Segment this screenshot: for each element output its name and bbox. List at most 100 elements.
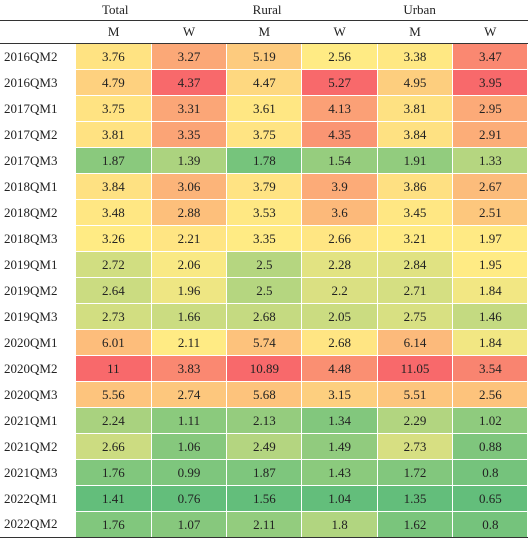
- table-row: 2019QM1 2.72 2.06 2.5 2.28 2.84 1.95: [0, 251, 529, 278]
- heat-cell: 10.89: [226, 355, 303, 382]
- heat-cell: 0.88: [452, 433, 529, 460]
- heat-cell: 2.49: [226, 433, 303, 460]
- row-label: 2016QM2: [0, 43, 76, 70]
- heat-cell: 3.81: [76, 121, 152, 148]
- heat-cell: 1.56: [226, 485, 303, 512]
- heat-cell: 1.76: [76, 511, 152, 538]
- heat-cell: 3.6: [301, 199, 378, 226]
- heat-cell: 1.35: [377, 485, 454, 512]
- table-row: 2018QM3 3.26 2.21 3.35 2.66 3.21 1.97: [0, 225, 529, 252]
- heat-cell: 2.24: [76, 407, 152, 434]
- heat-cell: 3.47: [452, 43, 529, 70]
- heat-cell: 1.11: [151, 407, 228, 434]
- table-row: 2022QM1 1.41 0.76 1.56 1.04 1.35 0.65: [0, 485, 529, 512]
- table-header: Total Rural Urban M W M W M W: [0, 0, 528, 44]
- heat-cell: 3.27: [151, 43, 228, 70]
- group-header-rural: Rural: [226, 0, 378, 21]
- heat-cell: 4.47: [226, 69, 303, 96]
- row-label: 2019QM2: [0, 277, 76, 304]
- heat-cell: 2.56: [452, 381, 529, 408]
- heat-cell: 3.15: [301, 381, 378, 408]
- table-row: 2020QM1 6.01 2.11 5.74 2.68 6.14 1.84: [0, 329, 529, 356]
- subheader-total-w: W: [151, 20, 227, 44]
- heat-cell: 4.35: [301, 121, 378, 148]
- row-label: 2019QM3: [0, 303, 76, 330]
- heat-cell: 1.04: [301, 485, 378, 512]
- heat-cell: 2.13: [226, 407, 303, 434]
- heat-cell: 2.28: [301, 251, 378, 278]
- heat-cell: 2.51: [452, 199, 529, 226]
- heat-cell: 2.05: [301, 303, 378, 330]
- row-label: 2021QM1: [0, 407, 76, 434]
- table-row: 2019QM2 2.64 1.96 2.5 2.2 2.71 1.84: [0, 277, 529, 304]
- heat-cell: 2.11: [226, 511, 303, 538]
- group-header-urban: Urban: [377, 0, 528, 21]
- heat-cell: 3.9: [301, 173, 378, 200]
- row-label: 2022QM1: [0, 485, 76, 512]
- row-label: 2017QM3: [0, 147, 76, 174]
- heat-cell: 5.19: [226, 43, 303, 70]
- heat-cell: 2.88: [151, 199, 228, 226]
- heat-cell: 1.33: [452, 147, 529, 174]
- heat-cell: 1.49: [301, 433, 378, 460]
- table-row: 2021QM3 1.76 0.99 1.87 1.43 1.72 0.8: [0, 459, 529, 486]
- heat-cell: 3.75: [226, 121, 303, 148]
- heat-cell: 2.29: [377, 407, 454, 434]
- table-row: 2018QM1 3.84 3.06 3.79 3.9 3.86 2.67: [0, 173, 529, 200]
- row-label: 2021QM2: [0, 433, 76, 460]
- subheader-total-m: M: [76, 20, 152, 44]
- heat-cell: 5.68: [226, 381, 303, 408]
- heat-cell: 1.02: [452, 407, 529, 434]
- heat-cell: 1.41: [76, 485, 152, 512]
- heat-cell: 1.39: [151, 147, 228, 174]
- heat-cell: 11: [76, 355, 152, 382]
- subheader-urban-m: M: [377, 20, 453, 44]
- heat-cell: 3.79: [226, 173, 303, 200]
- heat-cell: 1.07: [151, 511, 228, 538]
- heat-cell: 1.62: [377, 511, 454, 538]
- heat-cell: 1.54: [301, 147, 378, 174]
- heat-cell: 2.64: [76, 277, 152, 304]
- heat-cell: 2.68: [301, 329, 378, 356]
- heat-cell: 5.27: [301, 69, 378, 96]
- subheader-row: M W M W M W: [0, 20, 528, 44]
- heat-cell: 1.84: [452, 277, 529, 304]
- heat-cell: 2.11: [151, 329, 228, 356]
- heat-cell: 1.72: [377, 459, 454, 486]
- row-label: 2022QM2: [0, 511, 76, 538]
- heat-cell: 2.84: [377, 251, 454, 278]
- table-row: 2021QM1 2.24 1.11 2.13 1.34 2.29 1.02: [0, 407, 529, 434]
- row-label: 2018QM3: [0, 225, 76, 252]
- heat-cell: 1.8: [301, 511, 378, 538]
- heat-cell: 0.8: [452, 511, 529, 538]
- table-row: 2019QM3 2.73 1.66 2.68 2.05 2.75 1.46: [0, 303, 529, 330]
- subheader-urban-w: W: [452, 20, 528, 44]
- heat-cell: 2.2: [301, 277, 378, 304]
- heat-cell: 3.84: [76, 173, 152, 200]
- table-row: 2017QM3 1.87 1.39 1.78 1.54 1.91 1.33: [0, 147, 529, 174]
- row-label: 2017QM2: [0, 121, 76, 148]
- table-row: 2016QM2 3.76 3.27 5.19 2.56 3.38 3.47: [0, 43, 529, 70]
- heat-cell: 2.72: [76, 251, 152, 278]
- heat-cell: 2.68: [226, 303, 303, 330]
- table-row: 2017QM1 3.75 3.31 3.61 4.13 3.81 2.95: [0, 95, 529, 122]
- heat-cell: 3.35: [151, 121, 228, 148]
- heat-cell: 2.21: [151, 225, 228, 252]
- table-row: 2016QM3 4.79 4.37 4.47 5.27 4.95 3.95: [0, 69, 529, 96]
- heat-cell: 1.46: [452, 303, 529, 330]
- heat-cell: 3.53: [226, 199, 303, 226]
- heat-cell: 3.45: [377, 199, 454, 226]
- heat-cell: 2.5: [226, 277, 303, 304]
- heat-cell: 2.5: [226, 251, 303, 278]
- heat-cell: 1.95: [452, 251, 529, 278]
- heat-cell: 6.14: [377, 329, 454, 356]
- heat-cell: 3.35: [226, 225, 303, 252]
- heat-cell: 4.79: [76, 69, 152, 96]
- row-label: 2021QM3: [0, 459, 76, 486]
- heat-cell: 4.37: [151, 69, 228, 96]
- heat-cell: 1.96: [151, 277, 228, 304]
- heat-cell: 3.83: [151, 355, 228, 382]
- heat-cell: 4.48: [301, 355, 378, 382]
